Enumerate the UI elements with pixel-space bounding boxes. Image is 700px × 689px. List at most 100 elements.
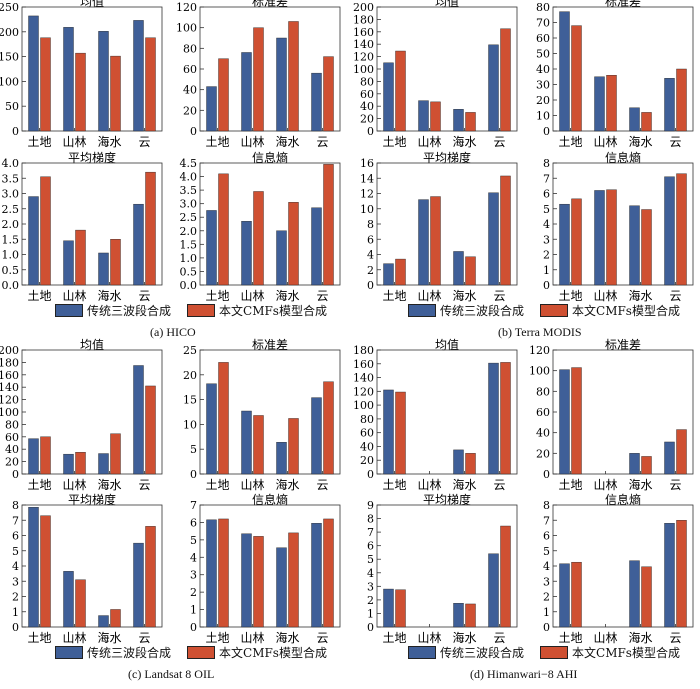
x-tick-label: 海水 <box>97 630 121 645</box>
x-tick-label: 山林 <box>593 289 617 303</box>
bar-series2 <box>571 25 582 132</box>
y-tick-label: 1 <box>367 607 374 620</box>
bar-series1 <box>488 362 499 475</box>
bar-series1 <box>311 72 322 132</box>
chart-title: 均值 <box>80 337 104 352</box>
y-tick-label: 0 <box>543 279 550 292</box>
bar-series1 <box>418 100 429 132</box>
y-tick-label: 16 <box>360 157 374 170</box>
y-tick-label: 8 <box>367 513 374 526</box>
y-tick-label: 5 <box>12 545 19 558</box>
bar-series2 <box>145 385 156 475</box>
y-tick-label: 160 <box>0 369 19 382</box>
chart-title: 平均梯度 <box>423 492 471 507</box>
y-tick-label: 0 <box>190 621 197 634</box>
y-tick-label: 4.0 <box>180 171 198 184</box>
x-tick-label: 海水 <box>452 477 476 492</box>
y-tick-label: 180 <box>353 344 374 357</box>
x-tick-label: 云 <box>669 135 681 149</box>
caption-d: (d) Himanwari−8 AHI <box>470 667 578 681</box>
bar-series1 <box>98 453 109 475</box>
y-tick-label: 0.0 <box>2 279 20 292</box>
y-tick-label: 4.5 <box>180 157 198 170</box>
x-tick-label: 云 <box>316 135 328 149</box>
y-tick-label: 1 <box>190 604 197 617</box>
x-tick-label: 海水 <box>275 288 299 303</box>
x-tick-label: 海水 <box>628 630 652 645</box>
x-tick-label: 山林 <box>240 135 264 149</box>
y-tick-label: 3.0 <box>180 198 198 211</box>
x-tick-label: 云 <box>493 631 505 645</box>
y-tick-label: 180 <box>353 13 374 26</box>
y-tick-label: 2 <box>543 591 550 604</box>
bar-series1 <box>206 210 217 286</box>
plot-frame <box>199 162 341 286</box>
y-tick-label: 60 <box>360 88 374 101</box>
y-tick-label: 0.5 <box>180 265 198 278</box>
y-tick-label: 10 <box>360 203 374 216</box>
x-tick-label: 土地 <box>27 478 51 492</box>
y-tick-label: 6 <box>190 516 197 529</box>
y-tick-label: 120 <box>176 1 197 14</box>
bar-series2 <box>145 526 156 628</box>
y-tick-label: 20 <box>536 94 550 107</box>
bar-series1 <box>206 383 217 475</box>
bar-series1 <box>664 78 675 132</box>
y-tick-label: 80 <box>536 1 550 14</box>
bar-series1 <box>98 31 109 132</box>
legend-item-series1: 传统三波段合成 <box>55 644 171 661</box>
y-tick-label: 100 <box>0 75 19 88</box>
chart-title: 均值 <box>435 0 459 9</box>
bar-series2 <box>110 433 121 475</box>
bar-series2 <box>218 58 229 132</box>
y-tick-label: 60 <box>5 431 19 444</box>
bar-series2 <box>395 391 406 475</box>
bar-series2 <box>395 589 406 628</box>
y-tick-label: 20 <box>360 454 374 467</box>
y-tick-label: 2 <box>367 264 374 277</box>
bar-series1 <box>488 44 499 132</box>
y-tick-label: 60 <box>183 63 197 76</box>
bar-series2 <box>323 56 334 132</box>
bar-series1 <box>63 27 74 132</box>
x-tick-label: 土地 <box>205 135 229 149</box>
y-tick-label: 150 <box>0 51 19 64</box>
bar-series1 <box>63 453 74 475</box>
y-tick-label: 4 <box>12 560 19 573</box>
y-tick-label: 1.0 <box>2 249 20 262</box>
bar-series2 <box>145 37 156 132</box>
y-tick-label: 80 <box>360 413 374 426</box>
legend-label-series1: 传统三波段合成 <box>87 646 172 660</box>
plot-frame <box>199 349 341 475</box>
y-tick-label: 12 <box>360 188 374 201</box>
bar-series1 <box>559 369 570 475</box>
x-tick-label: 山林 <box>593 631 617 645</box>
chart-title: 标准差 <box>605 0 641 9</box>
bar-series2 <box>288 202 299 286</box>
y-tick-label: 7 <box>12 514 19 527</box>
legend-label-series2: 本文CMFs模型合成 <box>572 646 680 660</box>
legend-label-series1: 传统三波段合成 <box>440 646 525 660</box>
y-tick-label: 50 <box>536 48 550 61</box>
bar-series2 <box>500 525 511 628</box>
bar-series1 <box>311 397 322 475</box>
legend-item-series2: 本文CMFs模型合成 <box>540 644 680 661</box>
y-tick-label: 3 <box>12 575 19 588</box>
bar-series2 <box>110 55 121 132</box>
y-tick-label: 4 <box>190 551 197 564</box>
chart-title: 标准差 <box>252 338 288 352</box>
bar-series2 <box>676 429 687 475</box>
y-tick-label: 6 <box>367 233 374 246</box>
y-tick-label: 4 <box>367 567 374 580</box>
y-tick-label: 6 <box>12 530 19 543</box>
bar-series2 <box>288 21 299 132</box>
x-tick-label: 土地 <box>382 289 406 303</box>
bar-series2 <box>641 566 652 628</box>
legend-swatch-series2 <box>187 304 216 317</box>
y-tick-label: 140 <box>353 38 374 51</box>
bar-series1 <box>133 203 144 286</box>
y-tick-label: 40 <box>360 440 374 453</box>
x-tick-label: 山林 <box>417 135 441 149</box>
bar-series2 <box>571 198 582 286</box>
